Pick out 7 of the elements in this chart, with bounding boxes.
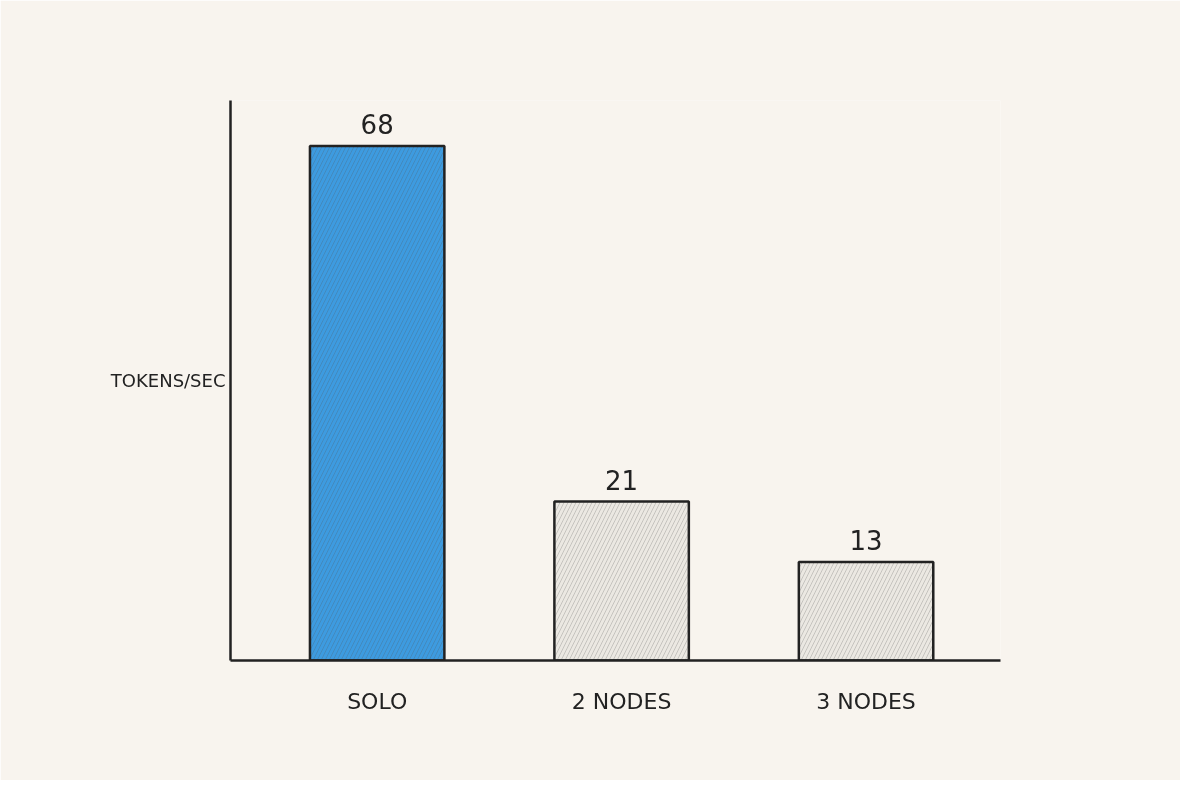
- x-tick-label: 3 NODES: [816, 688, 916, 714]
- data-label: 68: [360, 109, 394, 140]
- y-axis-title: TOKENS/SEC: [109, 370, 226, 391]
- data-label: 21: [605, 465, 639, 496]
- data-label: 13: [849, 526, 883, 557]
- x-tick-label: SOLO: [347, 688, 408, 714]
- x-tick-label: 2 NODES: [571, 688, 672, 714]
